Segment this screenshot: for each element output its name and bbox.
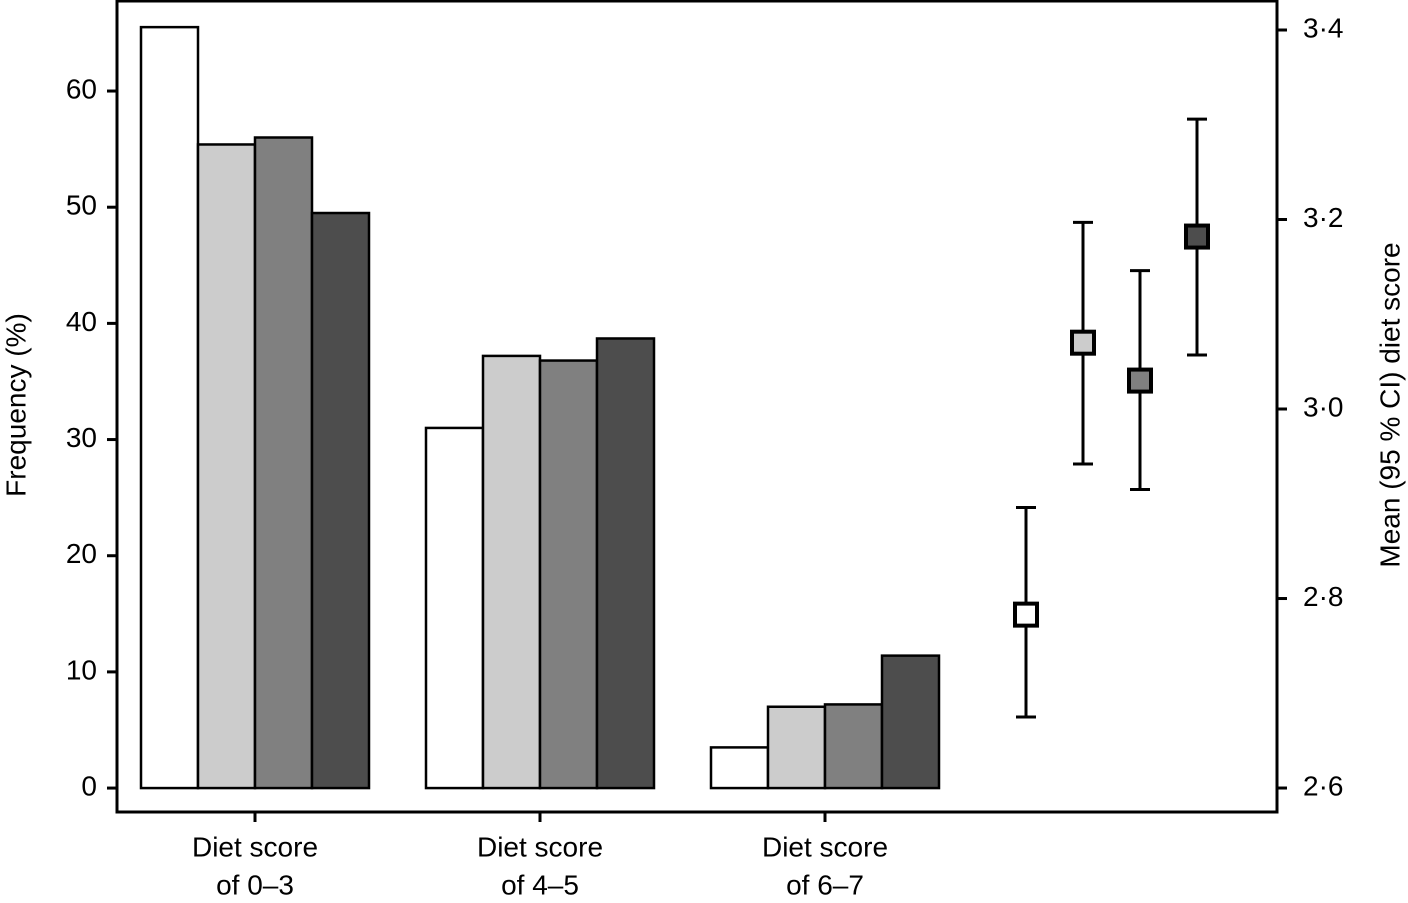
mean-point xyxy=(1184,223,1210,250)
bar xyxy=(880,654,941,790)
bar xyxy=(424,426,485,790)
plot-frame xyxy=(115,0,1279,814)
y-axis-label: Frequency (%) xyxy=(0,313,31,497)
x-tick-label: Diet score xyxy=(762,831,888,862)
bar xyxy=(823,703,884,790)
y2-tick-label: 2·8 xyxy=(1303,581,1343,612)
y-tick-label: 30 xyxy=(66,422,97,453)
bar xyxy=(310,211,371,790)
bar xyxy=(253,136,314,790)
bar xyxy=(538,359,599,790)
y-tick-label: 40 xyxy=(66,306,97,337)
mean-point xyxy=(1127,367,1153,394)
y2-tick-label: 2·6 xyxy=(1303,770,1343,801)
x-tick-label: of 6–7 xyxy=(786,869,864,898)
mean-point xyxy=(1013,601,1039,628)
y-tick-label: 50 xyxy=(66,190,97,221)
bar xyxy=(595,337,656,790)
y-tick-label: 60 xyxy=(66,73,97,104)
x-tick-label: Diet score xyxy=(477,831,603,862)
mean-point xyxy=(1070,329,1096,356)
bar xyxy=(709,746,770,790)
bar xyxy=(766,705,827,790)
x-tick-label: of 0–3 xyxy=(216,869,294,898)
y-tick-label: 10 xyxy=(66,654,97,685)
bar xyxy=(481,354,542,790)
bar xyxy=(139,25,200,790)
y2-tick-label: 3·2 xyxy=(1303,202,1343,233)
y2-tick-label: 3·4 xyxy=(1303,12,1343,43)
x-tick-label: of 4–5 xyxy=(501,869,579,898)
y2-tick-label: 3·0 xyxy=(1303,391,1343,422)
y2-axis-label: Mean (95 % CI) diet score xyxy=(1374,242,1405,567)
bar xyxy=(196,143,257,790)
y-tick-label: 20 xyxy=(66,538,97,569)
x-tick-label: Diet score xyxy=(192,831,318,862)
y-tick-label: 0 xyxy=(81,770,97,801)
